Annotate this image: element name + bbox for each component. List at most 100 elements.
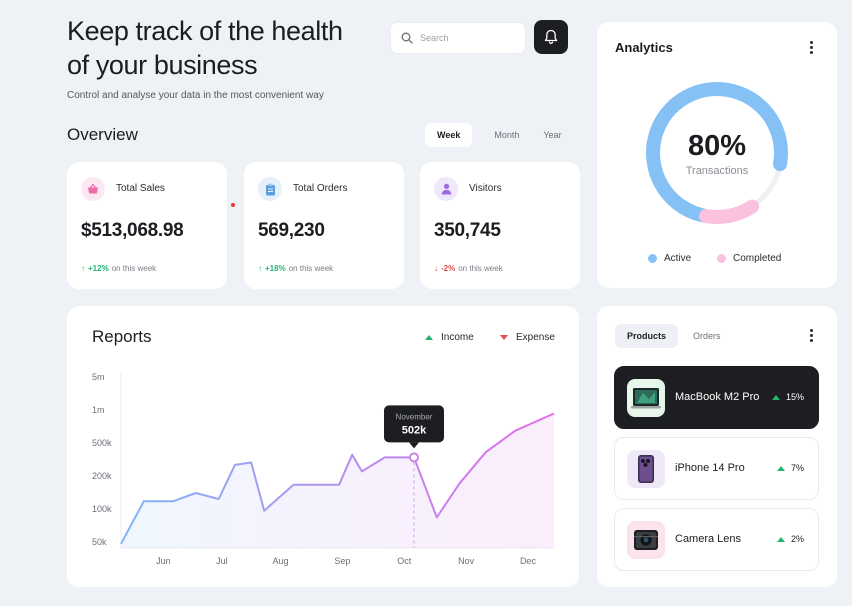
period-tabs: Week Month Year (425, 123, 574, 147)
triangle-up-icon (771, 394, 780, 400)
highlight-point[interactable] (409, 452, 419, 463)
x-tick-label: Dec (520, 556, 537, 566)
stat-value: 350,745 (434, 220, 501, 241)
triangle-down-icon (500, 335, 508, 340)
x-tick-label: Sep (334, 556, 350, 566)
donut-label: Transactions (685, 165, 749, 177)
y-tick-label: 100k (92, 504, 112, 514)
y-tick-label: 200k (92, 471, 112, 481)
reports-title: Reports (92, 327, 152, 346)
more-options-icon[interactable] (810, 329, 813, 342)
legend-income-label: Income (441, 332, 474, 343)
stat-change-suffix: on this week (288, 264, 334, 273)
stat-change-value: +12% (88, 264, 109, 273)
stat-change-value: +18% (265, 264, 286, 273)
stat-card-total-orders[interactable]: Total Orders 569,230 ↑ +18% on this week (244, 162, 404, 289)
product-name: MacBook M2 Pro (675, 391, 760, 403)
y-tick-label: 50k (92, 537, 107, 547)
legend-completed-label: Completed (733, 253, 782, 264)
analytics-card: Analytics 80% Transactions Active Comple… (597, 22, 837, 288)
stat-change-suffix: on this week (111, 264, 157, 273)
legend-expense[interactable]: Expense (500, 332, 555, 343)
arrow-down-icon: ↓ (434, 264, 438, 273)
overview-title: Overview (67, 125, 138, 144)
donut-value: 80% (687, 130, 747, 162)
x-tick-label: Jun (156, 556, 171, 566)
chart-line (120, 412, 555, 545)
stat-change: ↑ +18% on this week (258, 264, 333, 273)
stat-label: Visitors (469, 183, 502, 194)
triangle-up-icon (776, 465, 785, 471)
product-percent: 15% (771, 392, 804, 402)
donut-completed-arc (646, 82, 788, 224)
stat-card-total-sales[interactable]: Total Sales $513,068.98 ↑ +12% on this w… (67, 162, 227, 289)
stat-change-value: -2% (441, 264, 456, 273)
stat-card-visitors[interactable]: Visitors 350,745 ↓ -2% on this week (420, 162, 580, 289)
stat-change: ↓ -2% on this week (434, 264, 503, 273)
tab-month[interactable]: Month (494, 130, 520, 140)
stat-value: 569,230 (258, 220, 325, 241)
product-name: iPhone 14 Pro (675, 462, 745, 474)
stat-change: ↑ +12% on this week (81, 264, 156, 273)
transactions-donut-chart (646, 82, 788, 224)
triangle-up-icon (776, 536, 785, 542)
reports-line-chart[interactable]: 5m 1m 500k 200k 100k 50k Jun Jul Aug Sep Oct Nov Dec… (67, 306, 579, 587)
triangle-up-icon (425, 335, 433, 340)
y-tick-label: 1m (92, 405, 105, 415)
tooltip-month: November (396, 412, 433, 421)
indicator-dot (231, 203, 235, 207)
product-name: Camera Lens (675, 533, 742, 545)
tab-products[interactable]: Products (615, 324, 679, 348)
analytics-title: Analytics (615, 40, 673, 55)
stat-change-suffix: on this week (458, 264, 503, 273)
legend-dot (717, 254, 726, 263)
y-tick-label: 500k (92, 438, 112, 448)
product-percent: 2% (776, 534, 804, 544)
arrow-up-icon: ↑ (258, 264, 262, 273)
search-icon (401, 32, 413, 44)
stat-label: Total Orders (293, 183, 348, 194)
page-title: Keep track of the health of your busines… (67, 16, 343, 80)
search-input[interactable] (420, 33, 510, 43)
legend-active: Active (648, 253, 691, 264)
y-tick-label: 5m (92, 372, 105, 382)
x-tick-label: Jul (216, 556, 228, 566)
camera-lens-icon (627, 521, 665, 559)
laptop-icon (627, 379, 665, 417)
page-subtitle: Control and analyse your data in the mos… (67, 90, 324, 101)
x-tick-label: Aug (273, 556, 289, 566)
more-options-icon[interactable] (810, 41, 813, 54)
user-icon (434, 177, 458, 201)
tab-orders[interactable]: Orders (693, 331, 721, 341)
tab-week[interactable]: Week (425, 123, 473, 147)
tooltip-pointer (409, 442, 420, 449)
product-percent: 7% (776, 463, 804, 473)
bell-icon (544, 29, 558, 44)
tab-year[interactable]: Year (543, 130, 562, 140)
product-item-camera-lens[interactable]: Camera Lens 2% (614, 508, 819, 571)
product-item-iphone[interactable]: iPhone 14 Pro 7% (614, 437, 819, 500)
products-card: Products Orders MacBook M2 Pro 15% iPhon… (597, 306, 837, 587)
legend-dot (648, 254, 657, 263)
product-percent-value: 15% (785, 392, 804, 402)
legend-income[interactable]: Income (425, 332, 474, 343)
reports-card: Reports Income Expense 5m 1m 500k 200k 100k 5… (67, 306, 579, 587)
product-percent-value: 7% (790, 463, 804, 473)
legend-active-label: Active (664, 253, 692, 264)
product-item-macbook[interactable]: MacBook M2 Pro 15% (614, 366, 819, 429)
tooltip-value: 502k (402, 424, 427, 436)
legend-expense-label: Expense (516, 332, 555, 343)
basket-icon (81, 177, 105, 201)
stat-label: Total Sales (116, 183, 165, 194)
arrow-up-icon: ↑ (81, 264, 85, 273)
product-percent-value: 2% (790, 534, 804, 544)
stat-value: $513,068.98 (81, 220, 184, 241)
x-tick-label: Oct (397, 556, 412, 566)
phone-icon (627, 450, 665, 488)
tooltip-box (384, 405, 445, 443)
chart-area-fill (121, 413, 554, 548)
legend-completed: Completed (717, 253, 781, 264)
notifications-button[interactable] (534, 20, 568, 54)
search-bar[interactable] (390, 22, 526, 54)
x-tick-label: Nov (458, 556, 475, 566)
